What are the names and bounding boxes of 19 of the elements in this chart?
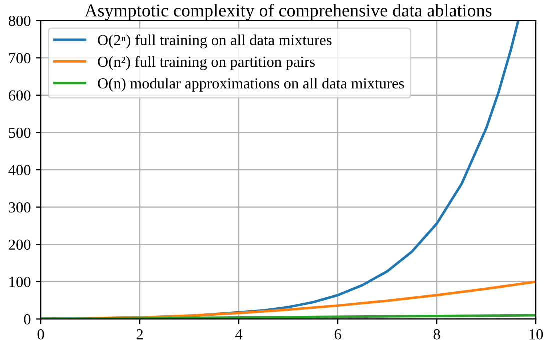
y-tick-label: 700 — [9, 53, 31, 64]
y-tick-label: 600 — [9, 90, 31, 101]
legend-label: O(n²) full training on partition pairs — [98, 56, 315, 70]
chart-title: Asymptotic complexity of comprehensive data ablations — [84, 4, 492, 21]
y-tick-label: 300 — [9, 202, 31, 213]
x-tick-label: 10 — [530, 329, 544, 340]
y-tick-label: 400 — [8, 165, 31, 176]
x-tick-label: 0 — [38, 329, 44, 340]
legend-label: O(n) modular approximations on all data mixtures — [98, 78, 404, 92]
y-tick-label: 200 — [9, 240, 31, 250]
x-tick-label: 6 — [334, 329, 342, 340]
legend-label: O(2ⁿ) full training on all data mixtures — [98, 34, 332, 49]
x-tick-label: 2 — [136, 329, 144, 340]
x-tick-label: 8 — [434, 329, 440, 340]
y-tick-label: 500 — [9, 128, 31, 138]
y-tick-label: 100 — [10, 277, 31, 288]
y-tick-label: 800 — [8, 16, 31, 26]
x-tick-label: 4 — [236, 330, 243, 340]
y-tick-label: 0 — [24, 314, 31, 325]
